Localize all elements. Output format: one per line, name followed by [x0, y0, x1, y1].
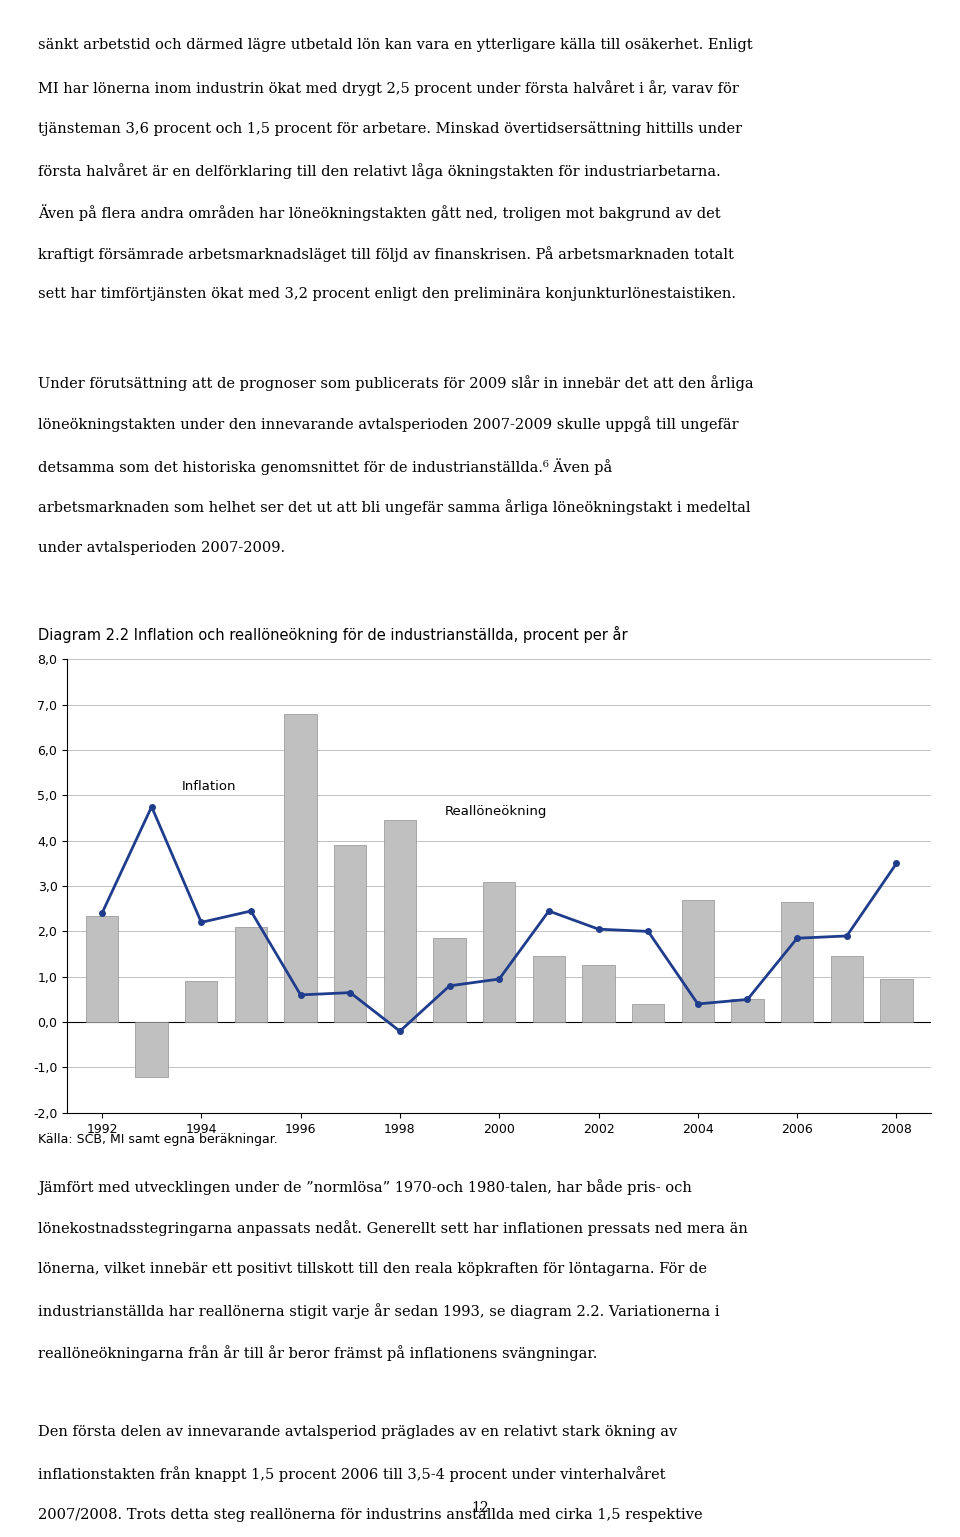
- Text: kraftigt försämrade arbetsmarknadsläget till följd av finanskrisen. På arbetsmar: kraftigt försämrade arbetsmarknadsläget …: [38, 246, 734, 261]
- Text: MI har lönerna inom industrin ökat med drygt 2,5 procent under första halvåret i: MI har lönerna inom industrin ökat med d…: [38, 80, 739, 95]
- Text: lönekostnadsstegringarna anpassats nedåt. Generellt sett har inflationen pressat: lönekostnadsstegringarna anpassats nedåt…: [38, 1220, 748, 1236]
- Text: första halvåret är en delförklaring till den relativt låga ökningstakten för ind: första halvåret är en delförklaring till…: [38, 163, 721, 178]
- Bar: [135, 1022, 168, 1076]
- Text: Källa: SCB, MI samt egna beräkningar.: Källa: SCB, MI samt egna beräkningar.: [38, 1133, 278, 1145]
- Bar: [384, 821, 416, 1022]
- Bar: [830, 956, 863, 1022]
- Bar: [632, 1004, 664, 1022]
- Text: Reallöneökning: Reallöneökning: [444, 805, 547, 818]
- Bar: [781, 902, 813, 1022]
- Bar: [185, 981, 217, 1022]
- Text: reallöneökningarna från år till år beror främst på inflationens svängningar.: reallöneökningarna från år till år beror…: [38, 1345, 598, 1360]
- Text: sett har timförtjänsten ökat med 3,2 procent enligt den preliminära konjunkturlö: sett har timförtjänsten ökat med 3,2 pro…: [38, 287, 736, 301]
- Bar: [880, 979, 913, 1022]
- Text: Även på flera andra områden har löneökningstakten gått ned, troligen mot bakgrun: Även på flera andra områden har löneökni…: [38, 204, 721, 221]
- Text: inflationstakten från knappt 1,5 procent 2006 till 3,5-4 procent under vinterhal: inflationstakten från knappt 1,5 procent…: [38, 1466, 666, 1482]
- Bar: [732, 999, 763, 1022]
- Bar: [682, 899, 714, 1022]
- Text: sänkt arbetstid och därmed lägre utbetald lön kan vara en ytterligare källa till: sänkt arbetstid och därmed lägre utbetal…: [38, 38, 753, 52]
- Bar: [284, 713, 317, 1022]
- Text: Under förutsättning att de prognoser som publicerats för 2009 slår in innebär de: Under förutsättning att de prognoser som…: [38, 375, 754, 390]
- Text: Inflation: Inflation: [181, 781, 236, 793]
- Bar: [533, 956, 565, 1022]
- Bar: [85, 916, 118, 1022]
- Text: Den första delen av innevarande avtalsperiod präglades av en relativt stark ökni: Den första delen av innevarande avtalspe…: [38, 1425, 678, 1439]
- Text: arbetsmarknaden som helhet ser det ut att bli ungefär samma årliga löneökningsta: arbetsmarknaden som helhet ser det ut at…: [38, 500, 751, 515]
- Bar: [334, 845, 367, 1022]
- Bar: [483, 882, 516, 1022]
- Text: löneökningstakten under den innevarande avtalsperioden 2007-2009 skulle uppgå ti: löneökningstakten under den innevarande …: [38, 417, 739, 432]
- Bar: [433, 938, 466, 1022]
- Text: 2007/2008. Trots detta steg reallönerna för industrins anställda med cirka 1,5 r: 2007/2008. Trots detta steg reallönerna …: [38, 1508, 703, 1522]
- Text: 12: 12: [471, 1502, 489, 1515]
- Text: industrianställda har reallönerna stigit varje år sedan 1993, se diagram 2.2. Va: industrianställda har reallönerna stigit…: [38, 1303, 720, 1319]
- Text: Jämfört med utvecklingen under de ”normlösa” 1970-och 1980-talen, har både pris-: Jämfört med utvecklingen under de ”norml…: [38, 1179, 692, 1194]
- Text: lönerna, vilket innebär ett positivt tillskott till den reala köpkraften för lön: lönerna, vilket innebär ett positivt til…: [38, 1262, 708, 1276]
- Bar: [583, 965, 614, 1022]
- Text: Diagram 2.2 Inflation och reallöneökning för de industrianställda, procent per å: Diagram 2.2 Inflation och reallöneökning…: [38, 626, 628, 642]
- Text: tjänsteman 3,6 procent och 1,5 procent för arbetare. Minskad övertidsersättning: tjänsteman 3,6 procent och 1,5 procent f…: [38, 121, 742, 137]
- Text: under avtalsperioden 2007-2009.: under avtalsperioden 2007-2009.: [38, 541, 285, 555]
- Text: detsamma som det historiska genomsnittet för de industrianställda.⁶ Även på: detsamma som det historiska genomsnittet…: [38, 458, 612, 475]
- Bar: [235, 927, 267, 1022]
